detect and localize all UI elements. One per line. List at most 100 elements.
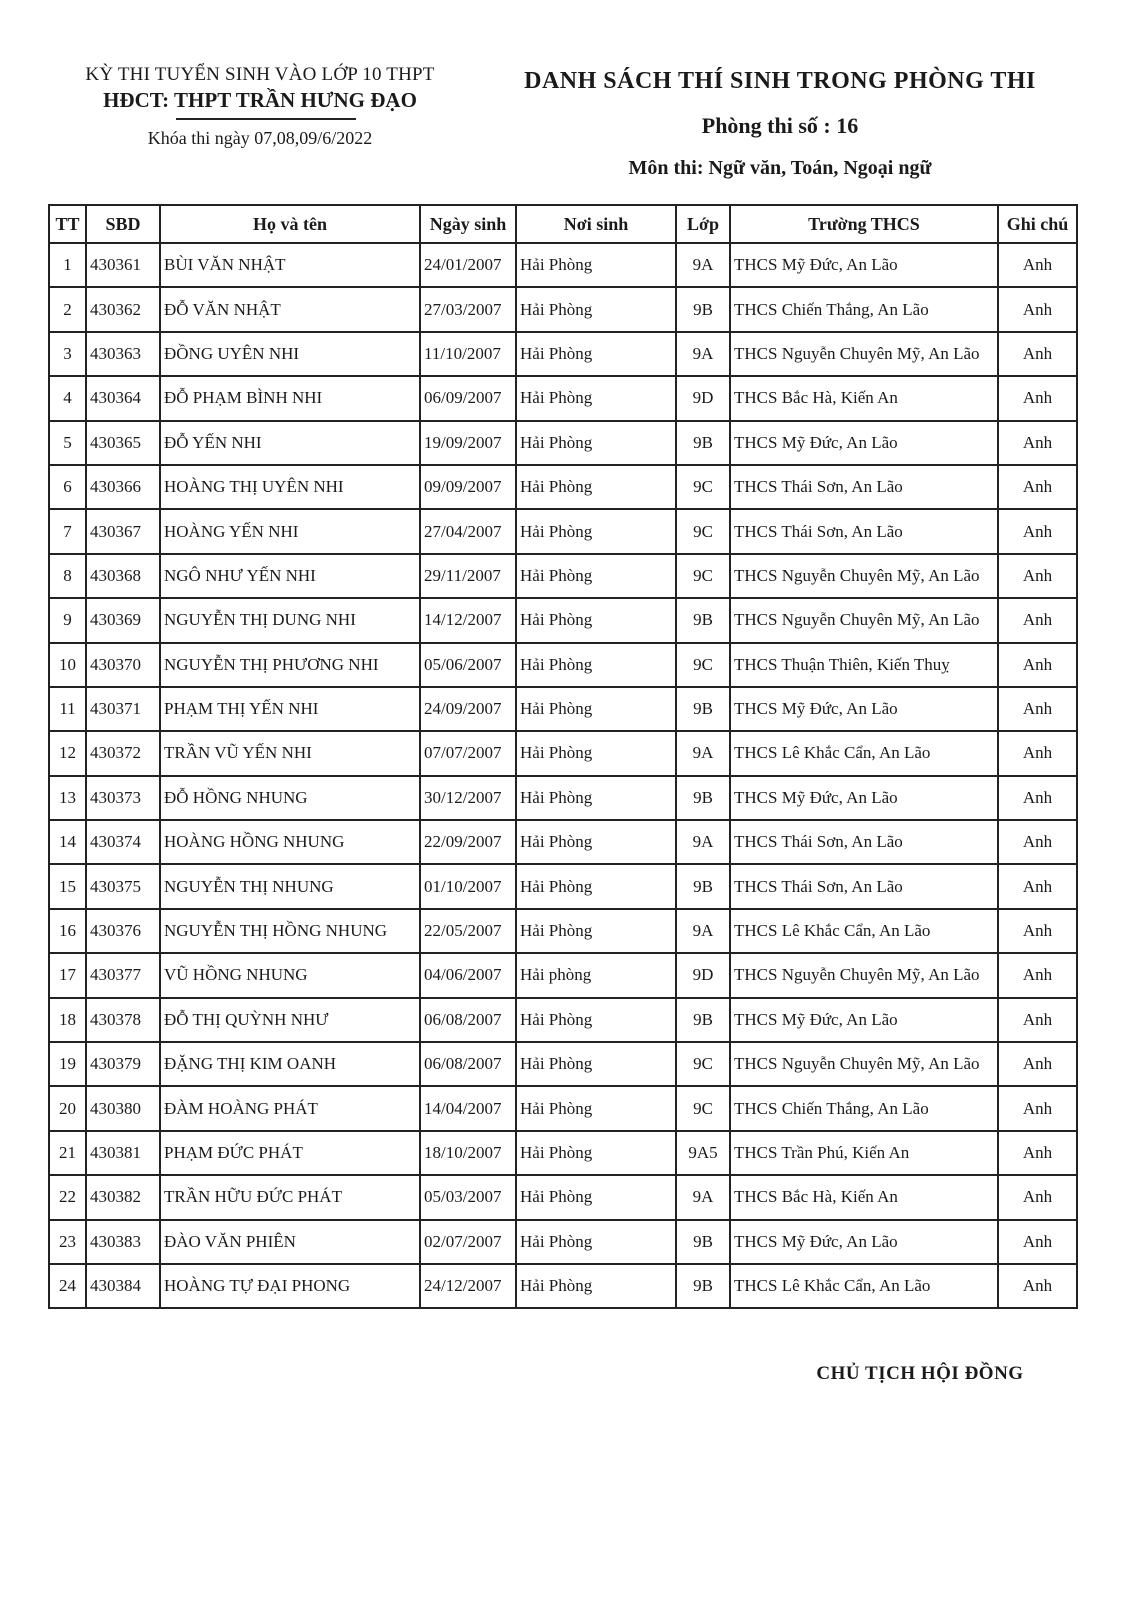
cell-sbd: 430361 <box>85 241 161 289</box>
cell-school: THCS Mỹ Đức, An Lão <box>729 1218 999 1265</box>
table-row: 13 430373 ĐỖ HỒNG NHUNG 30/12/2007 Hải Phòng… <box>48 774 1078 822</box>
cell-school: THCS Chiến Thắng, An Lão <box>729 286 999 333</box>
table-row: 10 430370 NGUYỄN THỊ PHƯƠNG NHI 05/06/2007 H… <box>48 641 1078 688</box>
column-header-full-name: Họ và tên <box>159 204 421 244</box>
cell-class: 9A5 <box>675 1129 731 1177</box>
column-header-birth-date: Ngày sinh <box>419 204 517 244</box>
table-row: 9 430369 NGUYỄN THỊ DUNG NHI 14/12/2007 Hải … <box>48 597 1078 644</box>
cell-school: THCS Mỹ Đức, An Lão <box>729 419 999 466</box>
cell-full-name: ĐỖ HỒNG NHUNG <box>159 774 421 822</box>
cell-note: Anh <box>997 819 1078 866</box>
cell-full-name: ĐÀM HOÀNG PHÁT <box>159 1085 421 1132</box>
cell-birth-date: 27/04/2007 <box>419 508 517 555</box>
cell-class: 9B <box>675 1218 731 1265</box>
cell-note: Anh <box>997 463 1078 511</box>
cell-sbd: 430364 <box>85 375 161 422</box>
cell-class: 9A <box>675 330 731 378</box>
cell-birth-place: Hải Phòng <box>515 375 677 422</box>
cell-full-name: ĐỖ THỊ QUỲNH NHƯ <box>159 996 421 1044</box>
cell-birth-place: Hải Phòng <box>515 863 677 910</box>
cell-school: THCS Thái Sơn, An Lão <box>729 863 999 910</box>
cell-tt: 1 <box>48 241 87 289</box>
cell-class: 9A <box>675 730 731 777</box>
exam-name: KỲ THI TUYỂN SINH VÀO LỚP 10 THPT <box>85 64 435 85</box>
cell-class: 9C <box>675 641 731 688</box>
cell-class: 9C <box>675 1085 731 1132</box>
table-row: 21 430381 PHẠM ĐỨC PHÁT 18/10/2007 Hải Phòng… <box>48 1129 1078 1177</box>
cell-note: Anh <box>997 241 1078 289</box>
cell-class: 9B <box>675 597 731 644</box>
cell-birth-place: Hải phòng <box>515 952 677 999</box>
cell-birth-place: Hải Phòng <box>515 286 677 333</box>
cell-full-name: HOÀNG HỒNG NHUNG <box>159 819 421 866</box>
cell-birth-date: 04/06/2007 <box>419 952 517 999</box>
cell-school: THCS Mỹ Đức, An Lão <box>729 685 999 733</box>
cell-full-name: HOÀNG YẾN NHI <box>159 508 421 555</box>
cell-tt: 16 <box>48 907 87 955</box>
cell-class: 9D <box>675 952 731 999</box>
table-row: 6 430366 HOÀNG THỊ UYÊN NHI 09/09/2007 Hải P… <box>48 463 1078 511</box>
cell-full-name: BÙI VĂN NHẬT <box>159 241 421 289</box>
cell-tt: 21 <box>48 1129 87 1177</box>
cell-full-name: ĐỖ PHẠM BÌNH NHI <box>159 375 421 422</box>
cell-sbd: 430367 <box>85 508 161 555</box>
cell-birth-date: 14/12/2007 <box>419 597 517 644</box>
cell-full-name: PHẠM THỊ YẾN NHI <box>159 685 421 733</box>
cell-birth-place: Hải Phòng <box>515 1041 677 1088</box>
cell-birth-date: 22/05/2007 <box>419 907 517 955</box>
cell-birth-place: Hải Phòng <box>515 1174 677 1221</box>
cell-note: Anh <box>997 1085 1078 1132</box>
candidate-table: TT SBD Họ và tên Ngày sinh Nơi sinh Lớp Trường… <box>48 204 1078 1310</box>
cell-tt: 11 <box>48 685 87 733</box>
cell-birth-date: 05/03/2007 <box>419 1174 517 1221</box>
signature-title: CHỦ TỊCH HỘI ĐỒNG <box>816 1363 1024 1384</box>
column-header-birth-place: Nơi sinh <box>515 204 677 244</box>
table-row: 12 430372 TRẦN VŨ YẾN NHI 07/07/2007 Hải Phò… <box>48 730 1078 777</box>
cell-sbd: 430374 <box>85 819 161 866</box>
cell-full-name: ĐẶNG THỊ KIM OANH <box>159 1041 421 1088</box>
cell-birth-date: 07/07/2007 <box>419 730 517 777</box>
cell-class: 9A <box>675 241 731 289</box>
exam-subjects: Môn thi: Ngữ văn, Toán, Ngoại ngữ <box>628 157 932 179</box>
cell-sbd: 430370 <box>85 641 161 688</box>
table-row: 16 430376 NGUYỄN THỊ HỒNG NHUNG 22/05/2007 H… <box>48 907 1078 955</box>
cell-class: 9B <box>675 863 731 910</box>
cell-sbd: 430378 <box>85 996 161 1044</box>
cell-full-name: TRẦN VŨ YẾN NHI <box>159 730 421 777</box>
cell-note: Anh <box>997 508 1078 555</box>
cell-sbd: 430383 <box>85 1218 161 1265</box>
cell-full-name: NGUYỄN THỊ NHUNG <box>159 863 421 910</box>
cell-birth-date: 27/03/2007 <box>419 286 517 333</box>
cell-school: THCS Nguyễn Chuyên Mỹ, An Lão <box>729 330 999 378</box>
cell-school: THCS Thái Sơn, An Lão <box>729 508 999 555</box>
cell-note: Anh <box>997 907 1078 955</box>
cell-full-name: ĐỖ YẾN NHI <box>159 419 421 466</box>
table-row: 17 430377 VŨ HỒNG NHUNG 04/06/2007 Hải phòng… <box>48 952 1078 999</box>
cell-tt: 7 <box>48 508 87 555</box>
cell-class: 9C <box>675 552 731 600</box>
cell-school: THCS Mỹ Đức, An Lão <box>729 241 999 289</box>
cell-tt: 22 <box>48 1174 87 1221</box>
cell-note: Anh <box>997 330 1078 378</box>
cell-tt: 13 <box>48 774 87 822</box>
cell-sbd: 430371 <box>85 685 161 733</box>
cell-school: THCS Mỹ Đức, An Lão <box>729 774 999 822</box>
column-header-note: Ghi chú <box>997 204 1078 244</box>
cell-tt: 5 <box>48 419 87 466</box>
cell-birth-date: 05/06/2007 <box>419 641 517 688</box>
cell-birth-date: 01/10/2007 <box>419 863 517 910</box>
cell-note: Anh <box>997 1262 1078 1310</box>
cell-birth-place: Hải Phòng <box>515 552 677 600</box>
cell-sbd: 430382 <box>85 1174 161 1221</box>
cell-note: Anh <box>997 952 1078 999</box>
cell-school: THCS Chiến Thắng, An Lão <box>729 1085 999 1132</box>
cell-school: THCS Bắc Hà, Kiến An <box>729 375 999 422</box>
cell-tt: 12 <box>48 730 87 777</box>
room-number: Phòng thi số : 16 <box>701 113 859 138</box>
cell-tt: 2 <box>48 286 87 333</box>
cell-note: Anh <box>997 597 1078 644</box>
cell-birth-date: 06/09/2007 <box>419 375 517 422</box>
cell-birth-date: 19/09/2007 <box>419 419 517 466</box>
cell-note: Anh <box>997 730 1078 777</box>
cell-sbd: 430372 <box>85 730 161 777</box>
